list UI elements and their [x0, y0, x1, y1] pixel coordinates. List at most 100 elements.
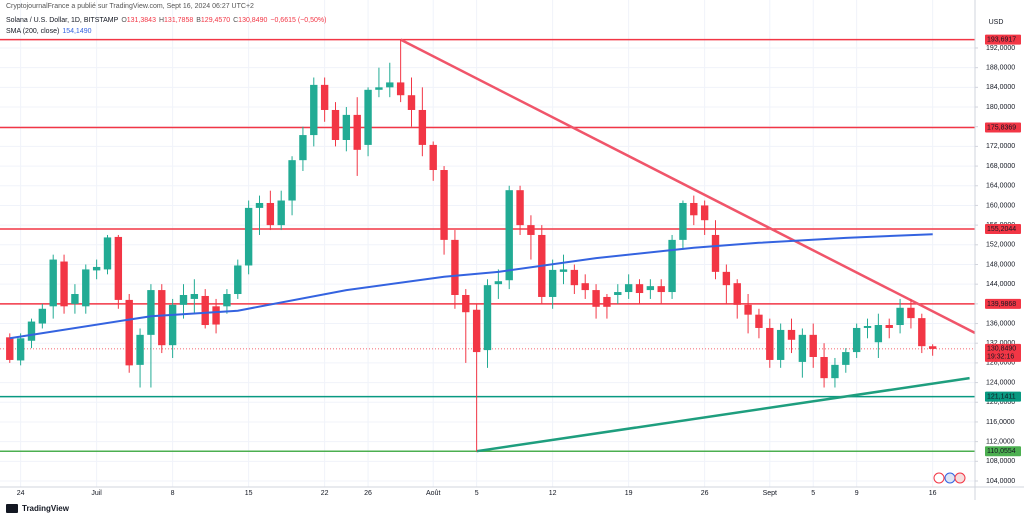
- y-tick-label: 184,0000: [986, 84, 1015, 91]
- candle-body: [223, 294, 231, 307]
- candle-body: [418, 109, 427, 145]
- x-tick-label: 24: [17, 490, 25, 497]
- candle-body: [353, 114, 361, 150]
- event-icon[interactable]: [933, 472, 945, 484]
- candle-body: [918, 318, 926, 347]
- plot: [0, 38, 975, 453]
- candle-body: [299, 135, 307, 161]
- symbol-line: Solana / U.S. Dollar, 1D, BITSTAMP O131,3…: [6, 17, 329, 24]
- candle-body: [71, 294, 79, 304]
- y-tick-label: 120,0000: [986, 399, 1015, 406]
- candle-body: [559, 269, 568, 272]
- candle-body: [896, 307, 904, 326]
- y-tick-label: 168,0000: [986, 163, 1015, 170]
- candle-body: [82, 269, 90, 307]
- level-label-box: [985, 391, 1021, 402]
- candle-body: [60, 261, 68, 307]
- indicator-value: 154,1490: [62, 28, 92, 35]
- candle-body: [928, 346, 937, 349]
- candle-body: [6, 337, 14, 360]
- candle-body: [624, 284, 633, 293]
- brand-logo: [6, 504, 18, 513]
- y-tick-label: 164,0000: [986, 183, 1015, 190]
- x-tick-label: 8: [171, 490, 175, 497]
- candle-body: [331, 109, 340, 140]
- y-tick-label: 136,0000: [986, 320, 1015, 327]
- candle-body: [201, 295, 209, 326]
- brand-name: TradingView: [22, 504, 70, 513]
- level-label: 193,6917: [987, 36, 1016, 43]
- candle-body: [592, 290, 600, 307]
- trendline: [476, 376, 970, 453]
- event-icon[interactable]: [954, 472, 966, 484]
- candle-body: [787, 329, 796, 340]
- last-price-label: 130,8490: [987, 346, 1016, 353]
- candle-body: [646, 286, 655, 291]
- candle-body: [733, 283, 741, 305]
- candle-body: [874, 325, 883, 343]
- x-tick-label: 19: [625, 490, 633, 497]
- candle-body: [147, 290, 155, 335]
- candle-body: [125, 299, 133, 366]
- candle-body: [266, 202, 275, 226]
- event-icon[interactable]: [944, 472, 956, 484]
- ohlc-key: C: [233, 17, 239, 24]
- candle-body: [364, 89, 372, 145]
- x-tick-label: 9: [855, 490, 859, 497]
- currency-label: USD: [989, 19, 1004, 26]
- ohlc-value: 129,4570: [200, 17, 231, 24]
- candle-body: [288, 160, 296, 201]
- y-tick-label: 160,0000: [986, 202, 1015, 209]
- y-tick-label: 192,0000: [986, 45, 1015, 52]
- x-tick-label: 5: [475, 490, 479, 497]
- candle-body: [27, 321, 36, 341]
- y-tick-label: 124,0000: [986, 379, 1015, 386]
- x-tick-label: 16: [929, 490, 937, 497]
- candle-body: [190, 294, 199, 299]
- candle-body: [472, 309, 481, 353]
- candle-body: [342, 114, 351, 140]
- indicator-line: SMA (200, close) 154,1490: [6, 28, 95, 35]
- candle-body: [310, 84, 318, 136]
- y-tick-label: 172,0000: [986, 143, 1015, 150]
- level-label-box: [985, 122, 1021, 133]
- y-tick-label: 132,0000: [986, 340, 1015, 347]
- candle-body: [842, 352, 850, 365]
- x-tick-label: 5: [811, 490, 815, 497]
- candle-body: [679, 202, 687, 240]
- level-label-box: [985, 224, 1021, 235]
- change: −0,6615 (−0,50%): [270, 17, 327, 24]
- candle-body: [505, 190, 513, 281]
- source-line: CryptojournalFrance a publié sur Trading…: [6, 3, 257, 10]
- sma-line: [9, 233, 933, 340]
- candle-body: [407, 95, 416, 110]
- candle-body: [462, 294, 470, 313]
- candle-body: [603, 296, 611, 307]
- level-label: 155,2044: [987, 226, 1016, 233]
- level-label: 110,0554: [987, 448, 1016, 455]
- candle-body: [776, 329, 785, 360]
- x-tick-label: 15: [245, 490, 253, 497]
- y-tick-label: 112,0000: [986, 438, 1015, 445]
- candle-body: [320, 84, 329, 110]
- candle-body: [614, 292, 622, 295]
- y-tick-label: 104,0000: [986, 478, 1015, 485]
- candle-body: [277, 200, 285, 226]
- axes: 104,0000 108,0000 112,0000 116,0000 120,0000…: [17, 34, 1021, 497]
- source: CryptojournalFrance a publié sur Trading…: [6, 3, 254, 10]
- candle-body: [907, 307, 915, 319]
- level-label: 139,9868: [987, 301, 1016, 308]
- candle-body: [755, 314, 763, 328]
- candle-body: [244, 207, 253, 266]
- candle-body: [657, 286, 665, 293]
- candle-body: [38, 308, 47, 324]
- y-tick-label: 152,0000: [986, 242, 1015, 249]
- countdown: 19:32:16: [987, 354, 1014, 361]
- candle-body: [635, 284, 644, 294]
- x-tick-label: 22: [321, 490, 329, 497]
- trendline: [400, 38, 975, 335]
- candle-body: [516, 190, 524, 226]
- candle-body: [114, 236, 123, 300]
- x-tick-label: 26: [364, 490, 372, 497]
